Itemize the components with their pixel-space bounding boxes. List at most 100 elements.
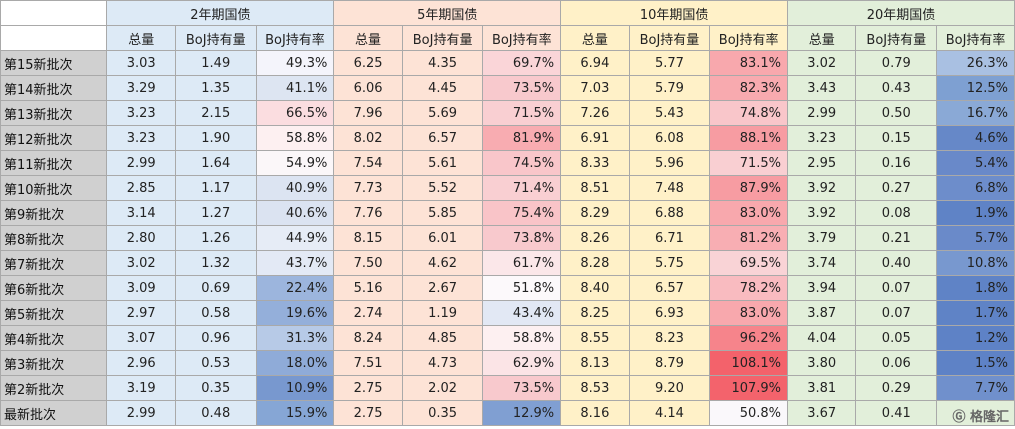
- table-row: 第3新批次 2.96 0.53 18.0% 7.51 4.73 62.9% 8.13 8.79 1…: [0, 350, 1015, 376]
- total-cell: 3.67: [787, 400, 857, 426]
- total-cell: 3.79: [787, 225, 857, 251]
- boj-holding-cell: 0.35: [401, 400, 484, 426]
- total-cell: 8.16: [560, 400, 630, 426]
- boj-holding-cell: 8.23: [628, 325, 711, 351]
- total-cell: 2.80: [106, 225, 176, 251]
- boj-holding-cell: 6.08: [628, 125, 711, 151]
- boj-ratio-cell: 40.9%: [255, 175, 335, 201]
- boj-ratio-cell: 82.3%: [709, 75, 789, 101]
- total-cell: 2.97: [106, 300, 176, 326]
- boj-holding-cell: 6.57: [628, 275, 711, 301]
- total-cell: 2.99: [106, 150, 176, 176]
- boj-ratio-cell: 88.1%: [709, 125, 789, 151]
- boj-holding-cell: 1.17: [174, 175, 257, 201]
- total-cell: 5.16: [333, 275, 403, 301]
- boj-ratio-cell: 81.9%: [482, 125, 562, 151]
- table-row: 第4新批次 3.07 0.96 31.3% 8.24 4.85 58.8% 8.55 8.23 9…: [0, 325, 1015, 351]
- boj-holding-cell: 1.27: [174, 200, 257, 226]
- boj-ratio-cell: 78.2%: [709, 275, 789, 301]
- total-cell: 3.19: [106, 375, 176, 401]
- subheader-boj-ratio: BoJ持有率: [936, 25, 1015, 51]
- boj-holding-cell: 2.67: [401, 275, 484, 301]
- boj-holding-cell: 0.69: [174, 275, 257, 301]
- total-cell: 3.23: [106, 100, 176, 126]
- total-cell: 2.74: [333, 300, 403, 326]
- row-label: 第6新批次: [0, 275, 108, 301]
- group-header-row: 2年期国债 5年期国债 10年期国债 20年期国债: [0, 0, 1015, 26]
- table-row: 第15新批次 3.03 1.49 49.3% 6.25 4.35 69.7% 6.94 5.77…: [0, 50, 1015, 76]
- total-cell: 8.51: [560, 175, 630, 201]
- subheader-boj-ratio: BoJ持有率: [709, 25, 789, 51]
- group-10y-header: 10年期国债: [560, 0, 789, 26]
- boj-ratio-cell: 16.7%: [936, 100, 1015, 126]
- boj-ratio-cell: 44.9%: [255, 225, 335, 251]
- boj-holding-cell: 0.48: [174, 400, 257, 426]
- boj-ratio-cell: 4.6%: [936, 125, 1015, 151]
- boj-ratio-cell: 43.4%: [482, 300, 562, 326]
- boj-ratio-cell: [936, 400, 1015, 426]
- row-label: 第15新批次: [0, 50, 108, 76]
- boj-ratio-cell: 5.4%: [936, 150, 1015, 176]
- boj-holding-cell: 0.41: [855, 400, 938, 426]
- boj-ratio-cell: 83.1%: [709, 50, 789, 76]
- corner-cell: [0, 25, 108, 51]
- row-label: 第3新批次: [0, 350, 108, 376]
- boj-holding-cell: 8.79: [628, 350, 711, 376]
- table-row: 最新批次 2.99 0.48 15.9% 2.75 0.35 12.9% 8.16 4.14 50…: [0, 400, 1015, 426]
- subheader-boj-holding: BoJ持有量: [855, 25, 938, 51]
- boj-holding-cell: 4.85: [401, 325, 484, 351]
- boj-holding-cell: 5.61: [401, 150, 484, 176]
- boj-holding-cell: 0.58: [174, 300, 257, 326]
- boj-ratio-cell: 83.0%: [709, 200, 789, 226]
- group-5y-header: 5年期国债: [333, 0, 562, 26]
- boj-holding-cell: 1.90: [174, 125, 257, 151]
- total-cell: 3.74: [787, 250, 857, 276]
- boj-ratio-cell: 69.7%: [482, 50, 562, 76]
- subheader-boj-holding: BoJ持有量: [174, 25, 257, 51]
- total-cell: 7.26: [560, 100, 630, 126]
- boj-holding-cell: 5.43: [628, 100, 711, 126]
- total-cell: 8.53: [560, 375, 630, 401]
- table-row: 第2新批次 3.19 0.35 10.9% 2.75 2.02 73.5% 8.53 9.20 1…: [0, 375, 1015, 401]
- boj-holding-cell: 0.96: [174, 325, 257, 351]
- row-label: 第11新批次: [0, 150, 108, 176]
- boj-ratio-cell: 1.7%: [936, 300, 1015, 326]
- boj-ratio-cell: 74.8%: [709, 100, 789, 126]
- total-cell: 7.51: [333, 350, 403, 376]
- boj-holding-cell: 6.57: [401, 125, 484, 151]
- subheader-total: 总量: [560, 25, 630, 51]
- row-label: 第9新批次: [0, 200, 108, 226]
- boj-ratio-cell: 31.3%: [255, 325, 335, 351]
- boj-holding-cell: 0.06: [855, 350, 938, 376]
- boj-holding-cell: 0.16: [855, 150, 938, 176]
- boj-holding-cell: 2.15: [174, 100, 257, 126]
- total-cell: 8.02: [333, 125, 403, 151]
- total-cell: 3.94: [787, 275, 857, 301]
- total-cell: 3.81: [787, 375, 857, 401]
- boj-ratio-cell: 69.5%: [709, 250, 789, 276]
- boj-holding-cell: 1.26: [174, 225, 257, 251]
- total-cell: 8.55: [560, 325, 630, 351]
- total-cell: 6.25: [333, 50, 403, 76]
- total-cell: 2.99: [106, 400, 176, 426]
- boj-ratio-cell: 107.9%: [709, 375, 789, 401]
- boj-ratio-cell: 66.5%: [255, 100, 335, 126]
- subheader-boj-holding: BoJ持有量: [401, 25, 484, 51]
- boj-holding-cell: 5.77: [628, 50, 711, 76]
- boj-holding-cell: 1.19: [401, 300, 484, 326]
- row-label: 第2新批次: [0, 375, 108, 401]
- boj-ratio-cell: 18.0%: [255, 350, 335, 376]
- boj-holding-cell: 0.05: [855, 325, 938, 351]
- boj-holding-cell: 1.64: [174, 150, 257, 176]
- boj-holding-cell: 6.71: [628, 225, 711, 251]
- table-row: 第13新批次 3.23 2.15 66.5% 7.96 5.69 71.5% 7.26 5.43…: [0, 100, 1015, 126]
- boj-ratio-cell: 50.8%: [709, 400, 789, 426]
- boj-holding-cell: 1.49: [174, 50, 257, 76]
- boj-ratio-cell: 96.2%: [709, 325, 789, 351]
- boj-holding-cell: 7.48: [628, 175, 711, 201]
- boj-ratio-cell: 15.9%: [255, 400, 335, 426]
- boj-ratio-cell: 1.9%: [936, 200, 1015, 226]
- total-cell: 8.26: [560, 225, 630, 251]
- boj-holding-cell: 0.08: [855, 200, 938, 226]
- boj-holding-cell: 0.29: [855, 375, 938, 401]
